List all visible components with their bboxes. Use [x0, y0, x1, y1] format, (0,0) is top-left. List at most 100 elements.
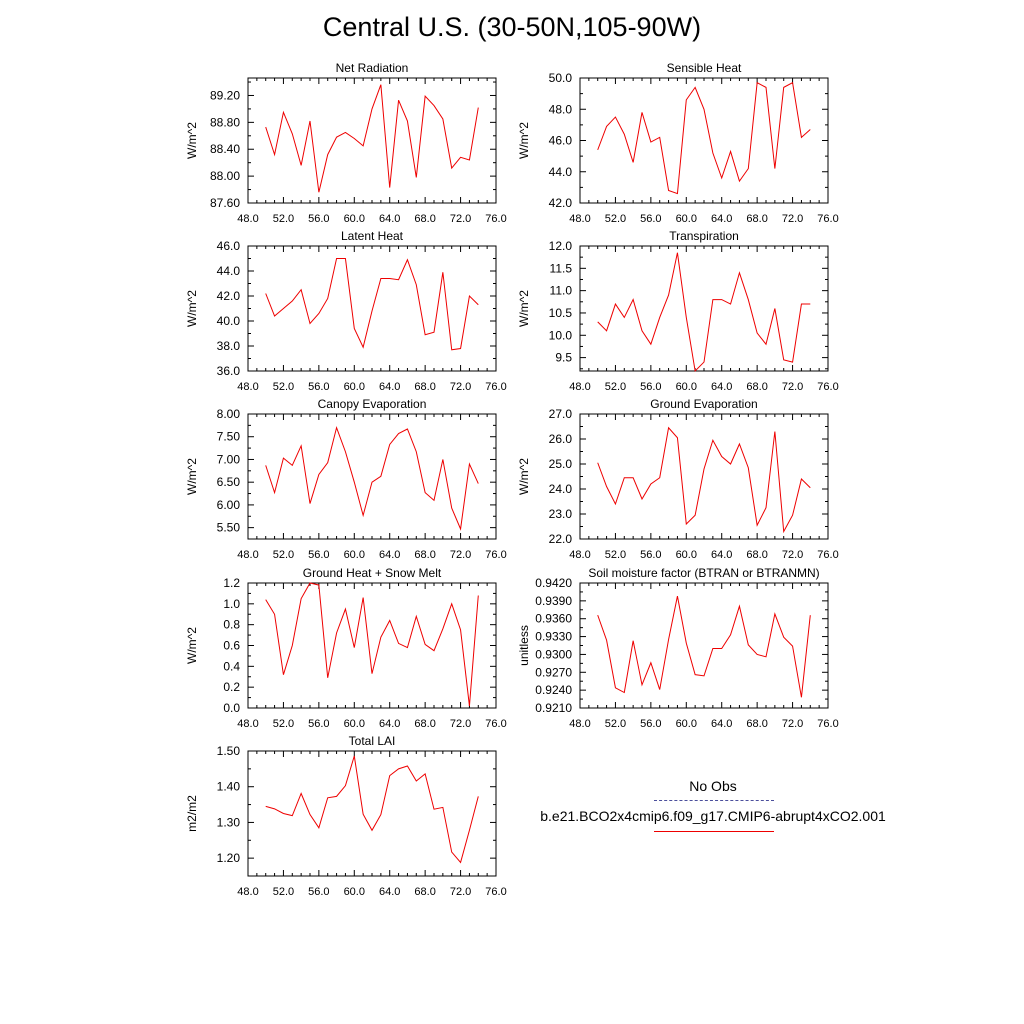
x-tick-label: 68.0 [414, 549, 435, 561]
series-line [597, 596, 811, 698]
y-tick-label: 0.4 [223, 659, 240, 673]
x-tick-label: 52.0 [273, 213, 294, 225]
x-tick-label: 60.0 [344, 381, 365, 393]
plot-frame [579, 77, 829, 204]
legend-case-line [654, 831, 774, 832]
y-axis-label: m2/m2 [185, 795, 199, 832]
x-tick-label: 56.0 [640, 718, 661, 730]
x-tick-label: 60.0 [344, 549, 365, 561]
x-tick-label: 76.0 [485, 549, 506, 561]
x-tick-label: 56.0 [640, 549, 661, 561]
chart-panel: Sensible Heat W/m^2 48.0 52.0 56.0 60.0 64.0 68… [517, 61, 839, 225]
x-tick-label: 52.0 [273, 549, 294, 561]
x-tick-label: 68.0 [414, 381, 435, 393]
y-tick-label: 46.0 [549, 134, 573, 148]
x-tick-label: 72.0 [782, 213, 803, 225]
plot-frame [247, 77, 497, 204]
x-tick-label: 72.0 [450, 549, 471, 561]
x-tick-label: 76.0 [485, 381, 506, 393]
x-tick-label: 52.0 [605, 718, 626, 730]
y-tick-label: 0.9270 [535, 665, 572, 679]
x-tick-label: 60.0 [344, 718, 365, 730]
y-tick-label: 0.9420 [535, 576, 572, 590]
panel-title: Net Radiation [336, 61, 409, 75]
x-tick-label: 48.0 [237, 213, 258, 225]
y-tick-label: 36.0 [217, 364, 241, 378]
x-tick-label: 52.0 [273, 381, 294, 393]
y-tick-label: 0.9210 [535, 701, 572, 715]
y-tick-label: 10.0 [549, 328, 573, 342]
y-axis-label: W/m^2 [185, 458, 199, 495]
chart-panel: Canopy Evaporation W/m^2 48.0 52.0 56.0 60.0 6… [185, 397, 507, 561]
panel-title: Ground Heat + Snow Melt [303, 566, 442, 580]
legend-obs-label: No Obs [689, 778, 737, 794]
y-tick-label: 8.00 [217, 407, 241, 421]
x-tick-label: 48.0 [569, 213, 590, 225]
x-tick-label: 48.0 [569, 718, 590, 730]
chart-panel: Ground Heat + Snow Melt W/m^2 48.0 52.0 56.0… [185, 566, 507, 730]
y-tick-label: 40.0 [217, 314, 241, 328]
y-tick-label: 0.9330 [535, 630, 572, 644]
plot-frame [579, 245, 829, 372]
x-tick-label: 60.0 [344, 886, 365, 898]
x-tick-label: 72.0 [782, 381, 803, 393]
x-tick-label: 76.0 [817, 718, 838, 730]
y-tick-label: 44.0 [549, 165, 573, 179]
y-tick-label: 12.0 [549, 239, 573, 253]
y-tick-label: 1.2 [223, 576, 240, 590]
y-tick-label: 1.0 [223, 597, 240, 611]
y-tick-label: 46.0 [217, 239, 241, 253]
x-tick-label: 48.0 [237, 886, 258, 898]
y-axis-label: W/m^2 [517, 458, 531, 495]
y-axis-label: W/m^2 [185, 290, 199, 327]
x-tick-label: 48.0 [237, 381, 258, 393]
x-tick-label: 68.0 [746, 718, 767, 730]
chart-panel: Net Radiation W/m^2 48.0 52.0 56.0 60.0 64.0 68… [185, 61, 507, 225]
y-tick-label: 0.2 [223, 680, 240, 694]
plot-frame [579, 413, 829, 540]
y-tick-label: 0.9360 [535, 612, 572, 626]
panel-title: Canopy Evaporation [318, 397, 427, 411]
x-tick-label: 56.0 [308, 381, 329, 393]
y-tick-label: 0.6 [223, 639, 240, 653]
x-tick-label: 64.0 [379, 213, 400, 225]
x-tick-label: 72.0 [450, 213, 471, 225]
x-tick-label: 72.0 [450, 718, 471, 730]
chart-panel: Ground Evaporation W/m^2 48.0 52.0 56.0 60.0 6… [517, 397, 839, 561]
y-axis-label: W/m^2 [517, 122, 531, 159]
x-tick-label: 56.0 [308, 213, 329, 225]
chart-panel: Transpiration W/m^2 48.0 52.0 56.0 60.0 64.0 68… [517, 229, 839, 393]
y-tick-label: 6.00 [217, 498, 241, 512]
y-tick-label: 25.0 [549, 457, 573, 471]
x-tick-label: 56.0 [308, 886, 329, 898]
x-tick-label: 68.0 [746, 549, 767, 561]
x-tick-label: 48.0 [237, 549, 258, 561]
x-tick-label: 60.0 [676, 718, 697, 730]
x-tick-label: 68.0 [414, 886, 435, 898]
series-line [265, 425, 479, 531]
x-tick-label: 76.0 [485, 718, 506, 730]
panel-title: Total LAI [349, 734, 396, 748]
series-line [265, 755, 479, 864]
x-tick-label: 64.0 [379, 381, 400, 393]
plot-frame [247, 245, 497, 372]
y-axis-label: W/m^2 [185, 627, 199, 664]
y-tick-label: 50.0 [549, 71, 573, 85]
y-tick-label: 7.00 [217, 452, 241, 466]
x-tick-label: 76.0 [485, 886, 506, 898]
y-tick-label: 0.0 [223, 701, 240, 715]
x-tick-label: 48.0 [569, 381, 590, 393]
y-tick-label: 26.0 [549, 432, 573, 446]
y-tick-label: 89.20 [210, 88, 240, 102]
y-tick-label: 27.0 [549, 407, 573, 421]
x-tick-label: 56.0 [308, 718, 329, 730]
x-tick-label: 60.0 [676, 381, 697, 393]
y-tick-label: 88.40 [210, 142, 240, 156]
x-tick-label: 60.0 [344, 213, 365, 225]
y-tick-label: 11.5 [550, 261, 573, 275]
y-tick-label: 24.0 [549, 482, 573, 496]
series-line [597, 426, 811, 534]
y-axis-label: unitless [517, 625, 531, 666]
plot-frame [247, 582, 497, 709]
